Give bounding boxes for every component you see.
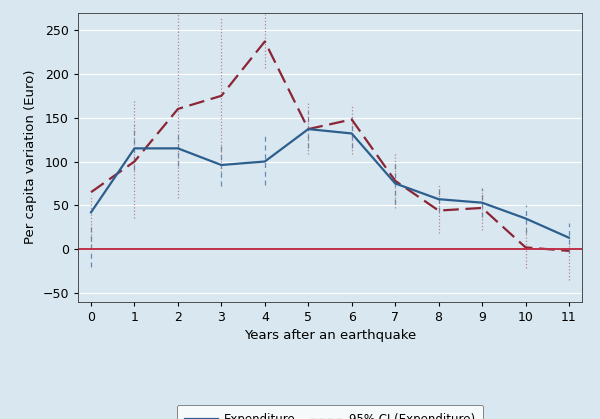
Y-axis label: Per capita variation (Euro): Per capita variation (Euro) [24, 70, 37, 244]
X-axis label: Years after an earthquake: Years after an earthquake [244, 329, 416, 342]
Legend: Expenditure, Transfers, 95% CI (Expenditure), 95% CI (Transfers): Expenditure, Transfers, 95% CI (Expendit… [177, 405, 483, 419]
